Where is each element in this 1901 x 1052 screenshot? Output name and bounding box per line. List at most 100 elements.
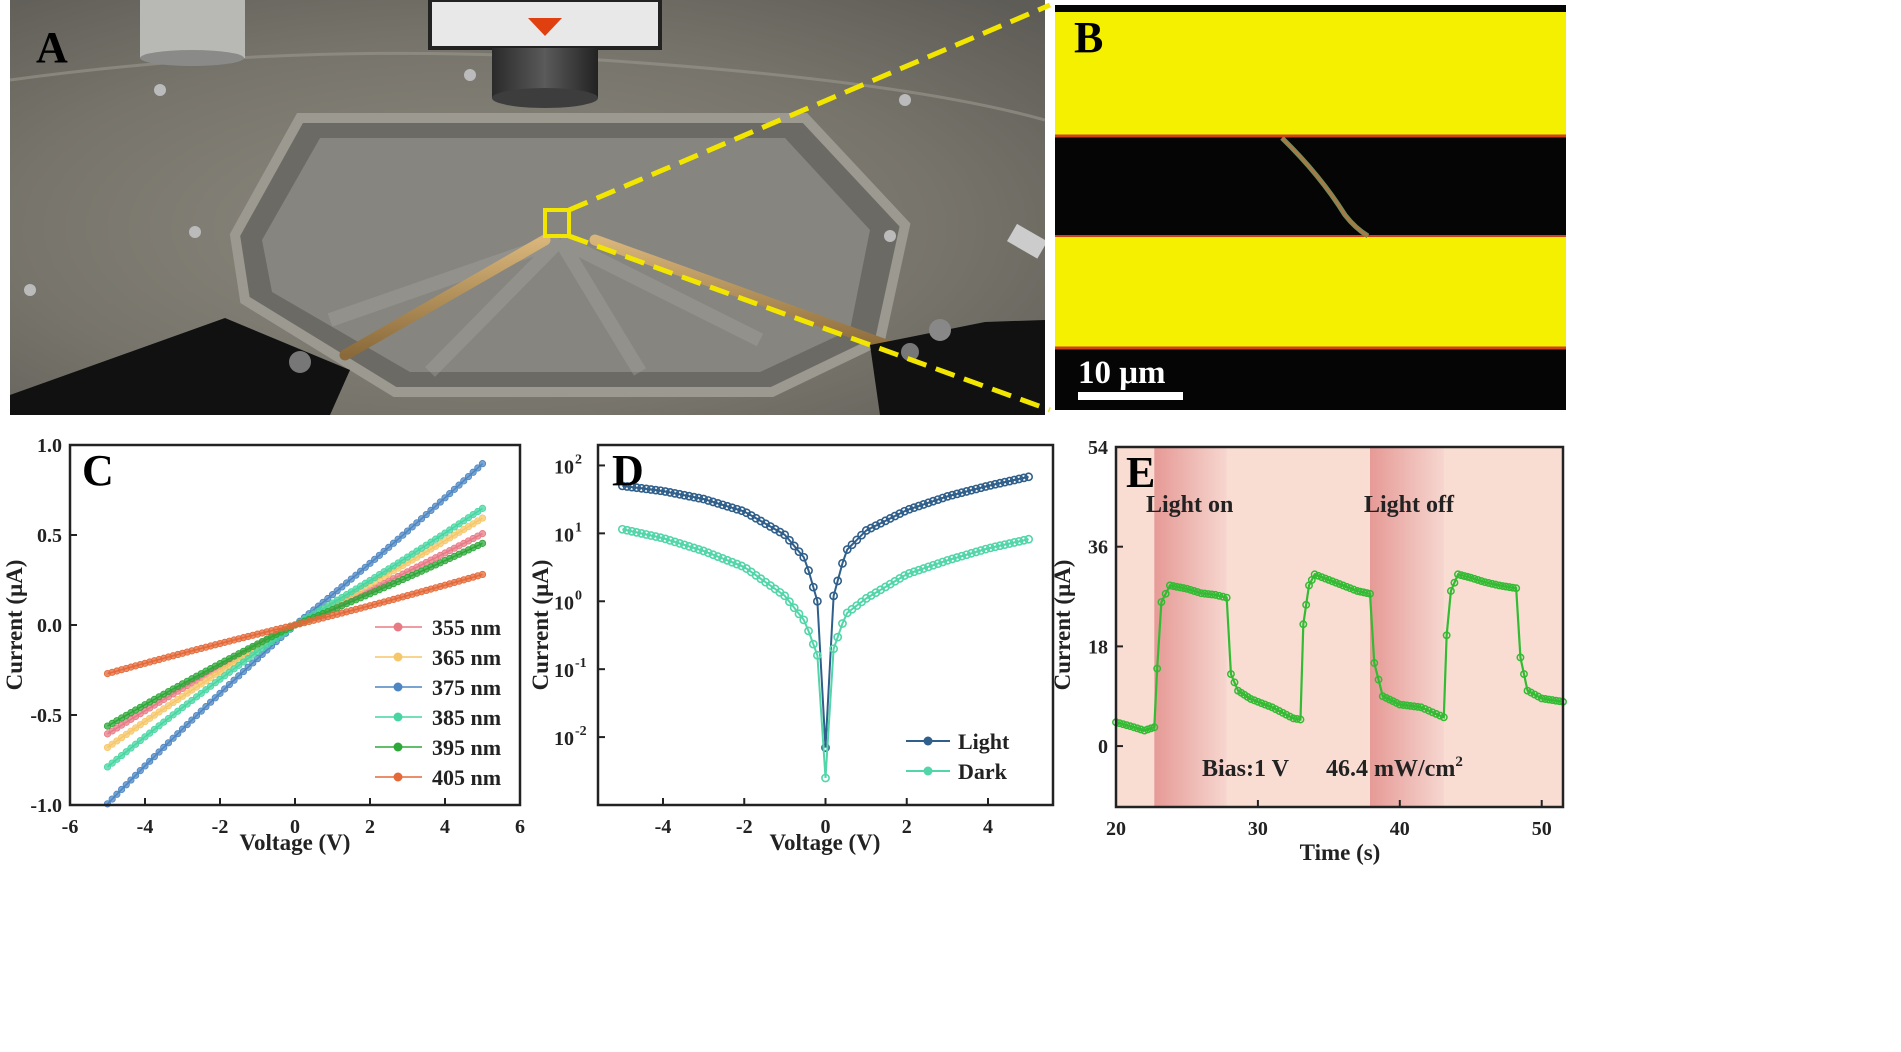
bias-label: Bias:1 V xyxy=(1202,756,1290,782)
data-point xyxy=(211,694,219,702)
data-point xyxy=(727,503,737,513)
chart-c-y-axis-title: Current (μA) xyxy=(2,560,27,691)
light-on-label: Light on xyxy=(1146,492,1233,518)
data-point xyxy=(1436,711,1444,720)
data-point xyxy=(225,668,233,676)
data-point xyxy=(1317,573,1326,582)
data-point xyxy=(202,703,210,711)
data-point xyxy=(1190,587,1198,595)
y-tick-label: 36 xyxy=(1088,537,1108,559)
data-point xyxy=(732,559,742,569)
scale-bar-label: 10 μm xyxy=(1078,355,1165,391)
y-tick-label: 1.0 xyxy=(37,435,62,457)
legend-label: 355 nm xyxy=(432,615,501,640)
legend-marker xyxy=(393,742,403,752)
side-cylinder xyxy=(140,0,245,58)
data-point xyxy=(622,525,632,535)
data-point xyxy=(627,526,637,536)
data-point xyxy=(881,516,890,526)
data-point xyxy=(108,795,116,803)
data-point xyxy=(127,744,135,752)
data-point xyxy=(216,689,224,697)
data-point xyxy=(1126,722,1135,731)
series-375-nm xyxy=(103,460,487,808)
data-point xyxy=(962,550,971,560)
data-point xyxy=(670,488,680,498)
data-point xyxy=(333,587,341,595)
data-point xyxy=(347,575,355,583)
data-point xyxy=(469,468,477,476)
data-point xyxy=(169,711,177,719)
data-point xyxy=(160,718,168,726)
data-point xyxy=(789,541,799,551)
legend-marker xyxy=(923,766,933,776)
y-tick-label: 10 xyxy=(554,524,574,546)
data-point xyxy=(857,530,866,540)
data-point xyxy=(732,504,742,514)
data-point xyxy=(1410,702,1418,711)
series-light xyxy=(617,472,1034,753)
legend-label: 405 nm xyxy=(432,765,501,790)
data-point xyxy=(1222,593,1231,602)
data-point xyxy=(808,639,818,649)
data-point xyxy=(141,733,149,741)
data-point xyxy=(216,675,224,683)
data-point xyxy=(689,543,699,553)
y-tick-label: 0.0 xyxy=(37,615,62,637)
y-tick-label: 10 xyxy=(554,660,574,682)
data-point xyxy=(1420,705,1429,713)
data-point xyxy=(632,483,642,493)
data-point xyxy=(1019,535,1029,545)
data-point xyxy=(1342,582,1351,591)
data-point xyxy=(1470,574,1479,583)
data-point xyxy=(737,561,747,571)
data-point xyxy=(1019,473,1029,483)
data-point xyxy=(675,489,685,499)
data-point xyxy=(1406,701,1415,710)
y-tick-exponent: -2 xyxy=(575,724,587,739)
legend-marker xyxy=(393,622,403,632)
data-point xyxy=(117,751,126,760)
data-point xyxy=(923,498,933,508)
data-point xyxy=(914,565,924,575)
triangle-icon xyxy=(528,18,562,36)
chart-d-x-axis-title: Voltage (V) xyxy=(770,830,881,855)
x-tick-label: 4 xyxy=(983,816,993,838)
data-point xyxy=(408,523,416,531)
data-point xyxy=(1463,572,1472,581)
data-point xyxy=(947,490,957,500)
panel-b-micrograph xyxy=(1055,5,1566,410)
data-point xyxy=(617,524,627,534)
data-point xyxy=(132,771,140,779)
data-point xyxy=(1399,701,1408,709)
data-point xyxy=(808,582,818,592)
y-tick-exponent: 1 xyxy=(575,520,582,535)
data-point xyxy=(928,496,938,506)
data-point xyxy=(146,729,154,737)
data-point xyxy=(1215,591,1224,600)
data-point xyxy=(1424,706,1433,715)
data-point xyxy=(113,790,121,798)
data-point xyxy=(446,490,454,498)
data-point xyxy=(1366,589,1374,598)
data-point xyxy=(192,693,201,701)
data-point xyxy=(1253,697,1262,706)
data-point xyxy=(866,523,876,533)
data-point xyxy=(253,655,262,663)
data-point xyxy=(904,568,914,578)
data-point xyxy=(1296,715,1305,724)
data-point xyxy=(1200,589,1209,598)
legend-label: 385 nm xyxy=(432,705,501,730)
data-point xyxy=(986,543,995,553)
y-tick-label: 10 xyxy=(554,728,574,750)
electrode-top xyxy=(1055,12,1566,136)
x-tick-label: 0 xyxy=(821,816,831,838)
data-point xyxy=(713,552,723,561)
data-point xyxy=(478,570,487,579)
data-point xyxy=(460,477,468,485)
data-point xyxy=(380,547,388,555)
data-point xyxy=(117,785,126,794)
series-line xyxy=(622,528,1029,779)
light-on-region xyxy=(1154,447,1227,807)
x-tick-label: 2 xyxy=(365,816,375,838)
